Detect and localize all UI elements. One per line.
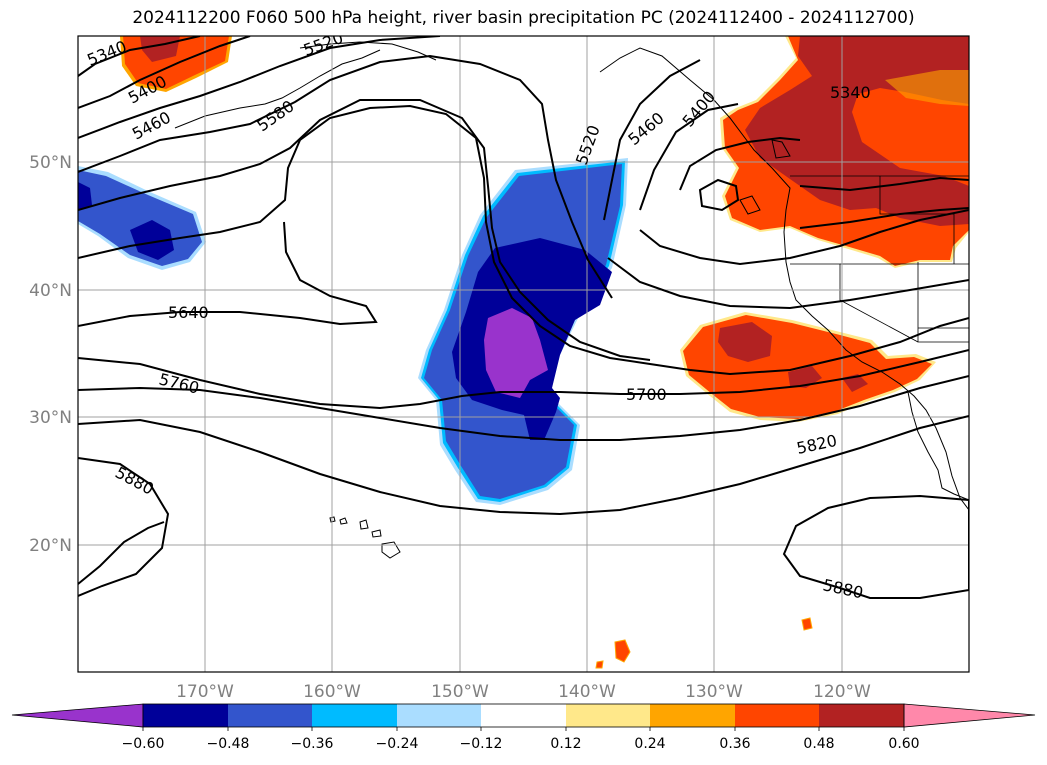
lat-label-50n: 50°N <box>29 153 72 173</box>
colorbar-tick-label: 0.12 <box>550 736 581 752</box>
positive-precip-field <box>120 36 969 669</box>
colorbar-tick-label: −0.12 <box>460 736 503 752</box>
colorbar-frame <box>142 703 905 728</box>
colorbar-swatch-3 <box>312 704 397 727</box>
colorbar-tick-label: 0.24 <box>634 736 665 752</box>
colorbar-tick-label: −0.36 <box>291 736 334 752</box>
colorbar-extend-max <box>903 703 1036 728</box>
lat-label-40n: 40°N <box>29 281 72 301</box>
latitude-labels: 50°N 40°N 30°N 20°N <box>29 153 72 556</box>
colorbar: −0.60 −0.48 −0.36 −0.24 −0.12 0.12 0.24 … <box>11 703 1036 752</box>
lon-label-170w: 170°W <box>176 682 234 702</box>
colorbar-tick-label: −0.24 <box>376 736 419 752</box>
longitude-labels: 170°W 160°W 150°W 140°W 130°W 120°W <box>176 682 871 702</box>
contour-label-5640: 5640 <box>168 303 209 322</box>
negative-precip-field <box>78 158 628 505</box>
lon-label-160w: 160°W <box>303 682 361 702</box>
colorbar-swatch-7 <box>650 704 735 727</box>
colorbar-swatch-4 <box>397 704 481 727</box>
colorbar-swatch-8 <box>735 704 819 727</box>
colorbar-tick-label: −0.60 <box>122 736 165 752</box>
contour-label-5700: 5700 <box>626 385 667 404</box>
colorbar-swatch-5 <box>481 704 566 727</box>
colorbar-swatch-2 <box>228 704 312 727</box>
colorbar-swatch-6 <box>566 704 650 727</box>
height-contours <box>78 36 969 599</box>
colorbar-swatch-1 <box>143 704 228 727</box>
colorbar-tick-label: 0.48 <box>803 736 834 752</box>
lon-label-130w: 130°W <box>685 682 743 702</box>
colorbar-extend-min <box>11 703 144 728</box>
lon-label-120w: 120°W <box>813 682 871 702</box>
colorbar-ticks <box>142 727 905 731</box>
colorbar-tick-label: 0.36 <box>719 736 750 752</box>
lon-label-150w: 150°W <box>431 682 489 702</box>
lat-label-30n: 30°N <box>29 408 72 428</box>
contour-label-5340-ne: 5340 <box>830 83 871 102</box>
lon-label-140w: 140°W <box>558 682 616 702</box>
lat-label-20n: 20°N <box>29 536 72 556</box>
map-plot-area: 5340 5400 5460 5520 5580 5640 5700 5760 … <box>78 36 969 672</box>
coastlines <box>174 41 969 559</box>
map-frame <box>77 35 970 673</box>
colorbar-swatch-9 <box>819 704 904 727</box>
map-title: 2024112200 F060 500 hPa height, river ba… <box>132 8 915 28</box>
colorbar-tick-label: −0.48 <box>207 736 250 752</box>
colorbar-tick-label: 0.60 <box>888 736 919 752</box>
gridlines <box>78 36 969 672</box>
